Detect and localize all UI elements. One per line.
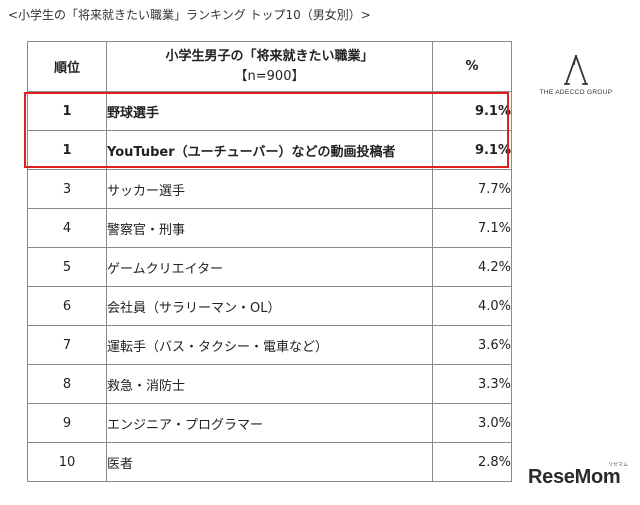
pct-cell: 9.1% (432, 91, 512, 131)
job-cell: サッカー選手 (106, 169, 433, 209)
job-column-title: 小学生男子の「将来就きたい職業」 (165, 48, 374, 64)
pct-cell: 4.0% (432, 286, 512, 326)
resemom-logo-kana: リセマム (608, 462, 629, 468)
adecco-logo-text: THE ADECCO GROUP (539, 89, 613, 96)
job-cell: YouTuber（ユーチューバー）などの動画投稿者 (106, 130, 433, 170)
table-row: 8 救急・消防士 3.3% (27, 364, 512, 404)
rank-cell: 10 (27, 442, 107, 482)
table-row: 7 運転手（バス・タクシー・電車など） 3.6% (27, 325, 512, 365)
rank-cell: 4 (27, 208, 107, 248)
rank-cell: 9 (27, 403, 107, 443)
pct-cell: 3.6% (432, 325, 512, 365)
table-row: 6 会社員（サラリーマン・OL） 4.0% (27, 286, 512, 326)
adecco-logo: THE ADECCO GROUP (528, 55, 624, 96)
table-row: 5 ゲームクリエイター 4.2% (27, 247, 512, 287)
job-column-header: 小学生男子の「将来就きたい職業」 【n=900】 (106, 41, 433, 92)
table-row: 3 サッカー選手 7.7% (27, 169, 512, 209)
table-row: 10 医者 2.8% (27, 442, 512, 482)
rank-cell: 3 (27, 169, 107, 209)
pct-cell: 7.1% (432, 208, 512, 248)
pct-cell: 9.1% (432, 130, 512, 170)
rank-cell: 1 (27, 91, 107, 131)
rank-cell: 7 (27, 325, 107, 365)
percent-column-header: % (432, 41, 512, 92)
adecco-a-mark-icon (564, 55, 588, 85)
job-cell: 会社員（サラリーマン・OL） (106, 286, 433, 326)
ranking-table: 順位 小学生男子の「将来就きたい職業」 【n=900】 % 1 野球選手 9.1% 1… (27, 41, 512, 482)
job-cell: 野球選手 (106, 91, 433, 131)
table-row: 1 YouTuber（ユーチューバー）などの動画投稿者 9.1% (27, 130, 512, 170)
job-cell: 救急・消防士 (106, 364, 433, 404)
pct-cell: 7.7% (432, 169, 512, 209)
rank-column-header: 順位 (27, 41, 107, 92)
table-header-row: 順位 小学生男子の「将来就きたい職業」 【n=900】 % (27, 41, 512, 92)
pct-cell: 2.8% (432, 442, 512, 482)
pct-cell: 3.3% (432, 364, 512, 404)
rank-cell: 6 (27, 286, 107, 326)
figure-caption: <小学生の「将来就きたい職業」ランキング トップ10（男女別）> (8, 8, 371, 22)
pct-cell: 3.0% (432, 403, 512, 443)
table-row: 9 エンジニア・プログラマー 3.0% (27, 403, 512, 443)
rank-cell: 5 (27, 247, 107, 287)
job-cell: ゲームクリエイター (106, 247, 433, 287)
rank-cell: 8 (27, 364, 107, 404)
job-cell: 警察官・刑事 (106, 208, 433, 248)
sample-size-label: 【n=900】 (234, 68, 305, 84)
job-cell: 運転手（バス・タクシー・電車など） (106, 325, 433, 365)
rank-cell: 1 (27, 130, 107, 170)
pct-cell: 4.2% (432, 247, 512, 287)
job-cell: 医者 (106, 442, 433, 482)
job-cell: エンジニア・プログラマー (106, 403, 433, 443)
table-row: 1 野球選手 9.1% (27, 91, 512, 131)
resemom-logo: ReseMom (528, 466, 621, 488)
table-row: 4 警察官・刑事 7.1% (27, 208, 512, 248)
